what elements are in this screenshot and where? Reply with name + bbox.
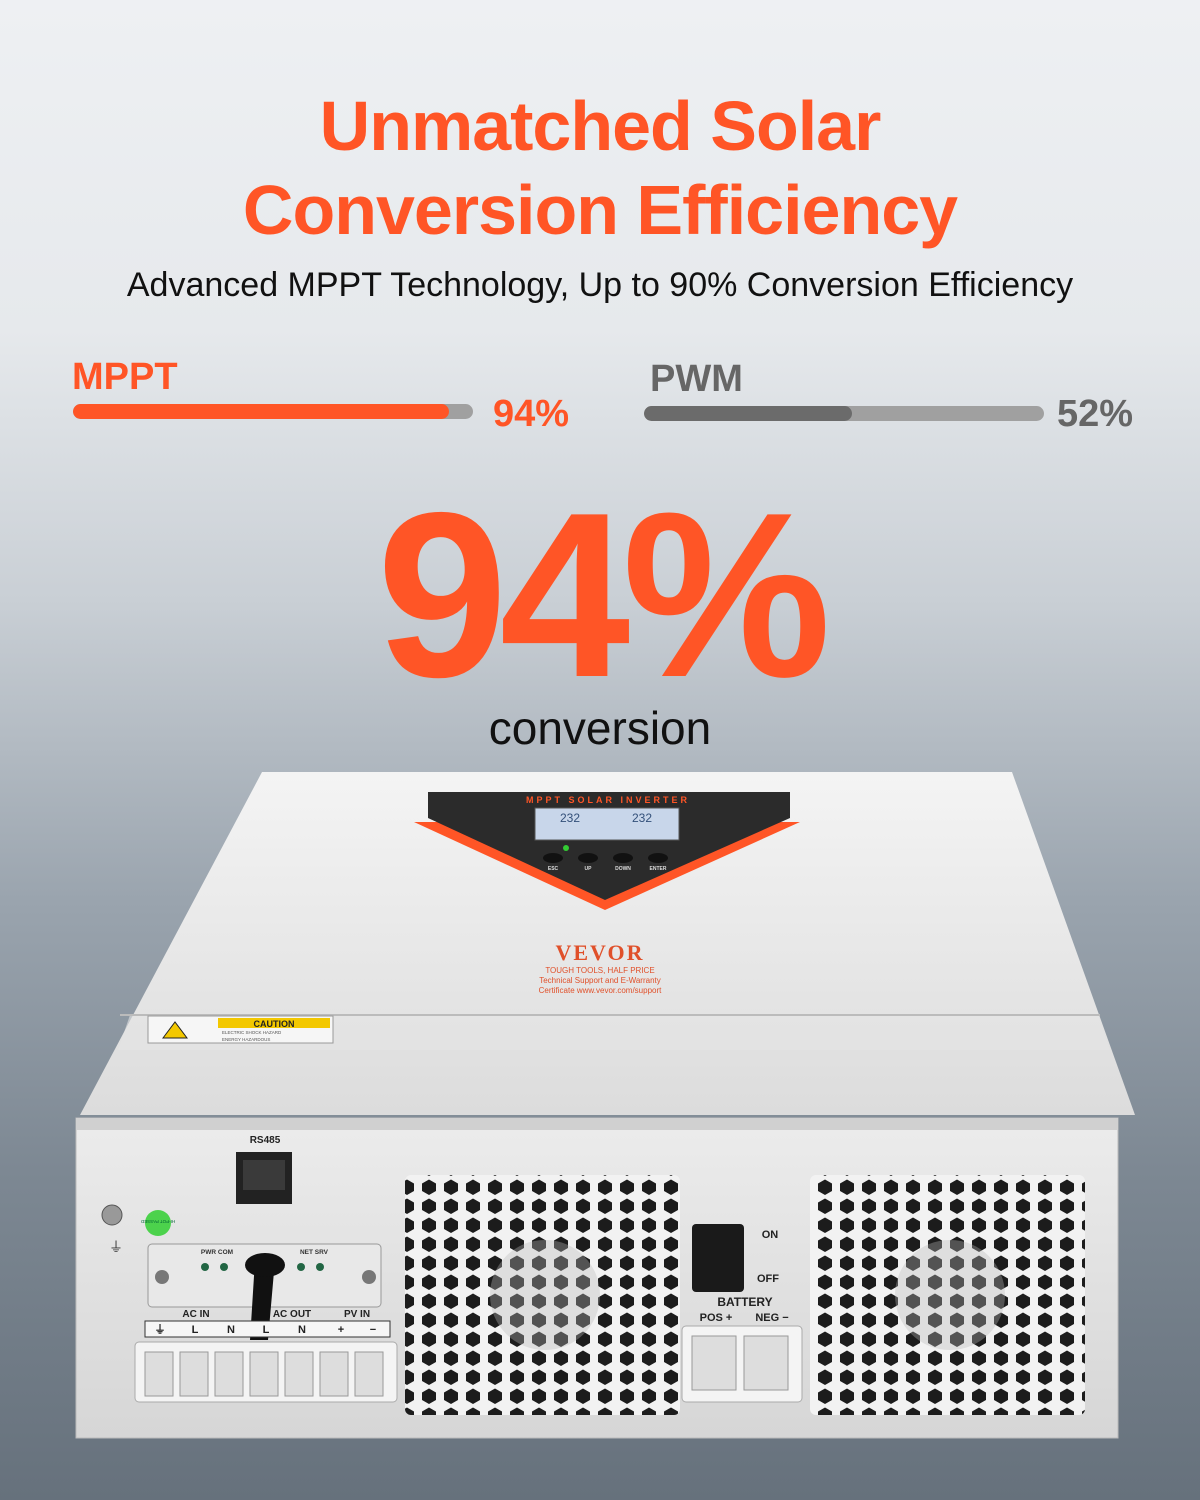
mppt-progress-fill	[73, 404, 449, 419]
ac-in-label: AC IN	[182, 1309, 209, 1320]
support-line-2: Certificate www.vevor.com/support	[539, 986, 662, 995]
battery-label: BATTERY	[717, 1295, 772, 1309]
support-line-1: Technical Support and E-Warranty	[539, 976, 661, 985]
svg-text:L: L	[192, 1324, 199, 1336]
svg-text:L: L	[263, 1324, 270, 1336]
svg-text:⏚: ⏚	[109, 1239, 123, 1255]
ground-screw	[101, 1204, 123, 1226]
enter-button: ENTER	[650, 866, 667, 872]
svg-text:ENERGY HAZARDOUS: ENERGY HAZARDOUS	[222, 1037, 270, 1042]
lcd-screen	[534, 807, 680, 841]
battery-neg-label: NEG −	[755, 1312, 788, 1324]
terminal-block: ⏚ L N L N + −	[134, 1320, 398, 1403]
led-label-left: PWR COM	[201, 1249, 233, 1256]
brand-logo: VEVOR	[555, 940, 644, 965]
panel-title: MPPT SOLAR INVERTER	[526, 795, 690, 805]
pwm-percent: 52%	[1057, 393, 1134, 435]
lcd-left-value: 232	[560, 811, 580, 825]
pwm-progress-fill	[644, 406, 852, 421]
highlight-value: 94%	[376, 463, 831, 726]
battery-pos-label: POS +	[700, 1312, 733, 1324]
down-button: DOWN	[615, 866, 631, 872]
svg-text:CAUTION: CAUTION	[254, 1019, 295, 1029]
brand-slogan: TOUGH TOOLS, HALF PRICE	[545, 966, 654, 975]
antenna	[250, 1260, 275, 1340]
pv-in-label: PV IN	[344, 1309, 370, 1320]
front-panel-dark	[428, 792, 790, 900]
svg-text:ELECTRIC SHOCK HAZARD: ELECTRIC SHOCK HAZARD	[222, 1030, 282, 1035]
svg-text:N: N	[227, 1324, 235, 1336]
rs485-label: RS485	[250, 1135, 281, 1146]
esc-button: ESC	[548, 866, 559, 872]
led-label-right: NET SRV	[300, 1249, 329, 1256]
svg-text:N: N	[298, 1324, 306, 1336]
switch-on-label: ON	[762, 1229, 779, 1241]
up-button: UP	[585, 866, 593, 872]
pwm-progress-track	[644, 406, 1044, 421]
page-title: Unmatched Solar Conversion Efficiency	[0, 84, 1200, 252]
title-line-1: Unmatched Solar	[319, 87, 882, 165]
power-switch	[692, 1224, 744, 1292]
mppt-percent: 94%	[493, 393, 570, 435]
inverter-device-image: MPPT SOLAR INVERTER 232 232 ESC UP DOWN …	[75, 772, 1135, 1439]
mppt-label: MPPT	[72, 356, 178, 398]
switch-off-label: OFF	[757, 1273, 779, 1285]
fan-grille-left	[405, 1175, 680, 1415]
title-line-2: Conversion Efficiency	[242, 171, 958, 249]
svg-text:HI-POT PASSED: HI-POT PASSED	[140, 1219, 175, 1224]
subtitle: Advanced MPPT Technology, Up to 90% Conv…	[126, 266, 1074, 304]
hipot-sticker	[145, 1210, 171, 1236]
pwm-label: PWM	[650, 358, 743, 400]
highlight-caption: conversion	[488, 702, 712, 754]
fan-grille-right	[810, 1175, 1085, 1415]
caution-label: CAUTION ELECTRIC SHOCK HAZARD ENERGY HAZ…	[147, 1015, 334, 1044]
ac-out-label: AC OUT	[273, 1309, 311, 1320]
svg-text:−: −	[370, 1324, 376, 1336]
lcd-right-value: 232	[632, 811, 652, 825]
svg-text:+: +	[338, 1324, 344, 1336]
mppt-progress-track	[73, 404, 473, 419]
svg-text:⏚: ⏚	[155, 1323, 166, 1336]
